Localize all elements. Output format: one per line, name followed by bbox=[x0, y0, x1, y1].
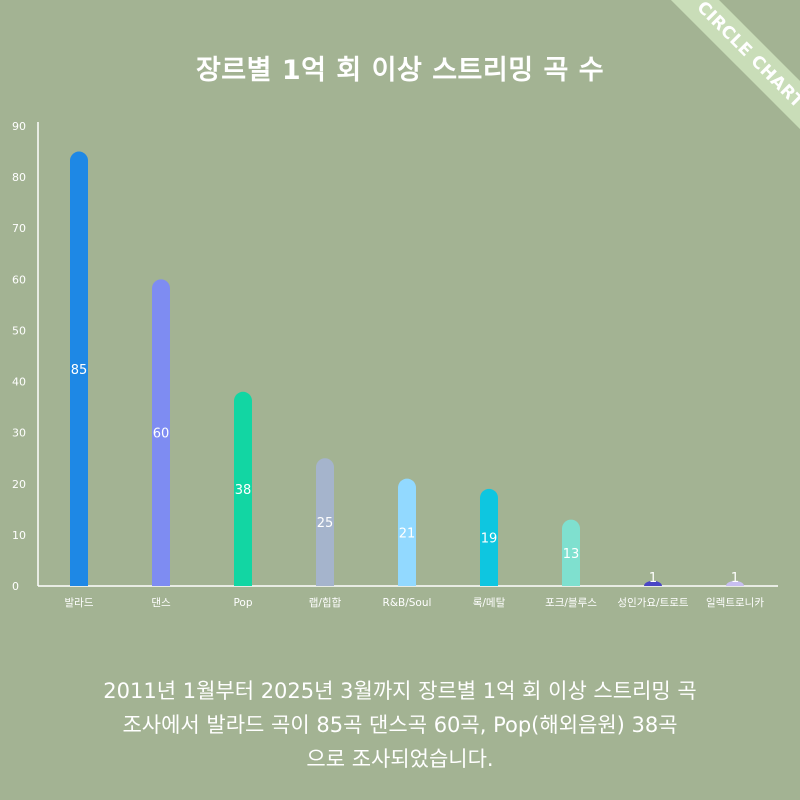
footer-caption: 2011년 1월부터 2025년 3월까지 장르별 1억 회 이상 스트리밍 곡… bbox=[0, 674, 800, 776]
x-tick-label: 댄스 bbox=[151, 597, 171, 609]
bar-value-label: 25 bbox=[317, 516, 334, 531]
y-tick-label: 50 bbox=[12, 324, 26, 337]
bar bbox=[152, 279, 170, 586]
footer-line-3: 으로 조사되었습니다. bbox=[306, 747, 494, 771]
bar-value-label: 13 bbox=[563, 547, 580, 562]
bar-value-label: 1 bbox=[649, 571, 657, 586]
y-tick-label: 20 bbox=[12, 478, 26, 491]
y-tick-label: 40 bbox=[12, 376, 26, 389]
bar bbox=[234, 391, 252, 586]
y-tick-label: 60 bbox=[12, 273, 26, 286]
footer-line-2: 조사에서 발라드 곡이 85곡 댄스곡 60곡, Pop(해외음원) 38곡 bbox=[122, 713, 678, 737]
bar bbox=[726, 580, 744, 586]
x-tick-label: 록/메탈 bbox=[473, 596, 506, 609]
bar bbox=[562, 519, 580, 586]
footer-line-1: 2011년 1월부터 2025년 3월까지 장르별 1억 회 이상 스트리밍 곡 bbox=[103, 679, 697, 703]
x-tick-label: 성인가요/트로트 bbox=[617, 597, 688, 609]
x-tick-label: 포크/블루스 bbox=[545, 597, 597, 609]
y-tick-label: 80 bbox=[12, 171, 26, 184]
bar-value-label: 21 bbox=[399, 526, 416, 541]
bar bbox=[644, 580, 662, 586]
bar bbox=[398, 478, 416, 586]
y-tick-label: 10 bbox=[12, 529, 26, 542]
x-tick-label: 발라드 bbox=[65, 597, 94, 609]
chart-title: 장르별 1억 회 이상 스트리밍 곡 수 bbox=[195, 55, 605, 86]
x-tick-label: Pop bbox=[233, 597, 252, 609]
y-tick-label: 30 bbox=[12, 427, 26, 440]
bar bbox=[480, 488, 498, 586]
bar bbox=[70, 151, 88, 587]
bar bbox=[316, 458, 334, 586]
bar-value-label: 60 bbox=[153, 427, 170, 442]
bar-value-label: 85 bbox=[71, 363, 88, 378]
x-tick-label: 랩/힙합 bbox=[309, 597, 342, 609]
y-tick-label: 70 bbox=[12, 222, 26, 235]
bar-value-label: 1 bbox=[731, 571, 739, 586]
y-tick-label: 90 bbox=[12, 120, 26, 133]
x-tick-label: 일렉트로니카 bbox=[706, 596, 764, 609]
y-tick-label: 0 bbox=[12, 580, 19, 593]
bar-value-label: 38 bbox=[235, 483, 252, 498]
x-tick-label: R&B/Soul bbox=[383, 597, 432, 609]
bar-value-label: 19 bbox=[481, 531, 498, 546]
